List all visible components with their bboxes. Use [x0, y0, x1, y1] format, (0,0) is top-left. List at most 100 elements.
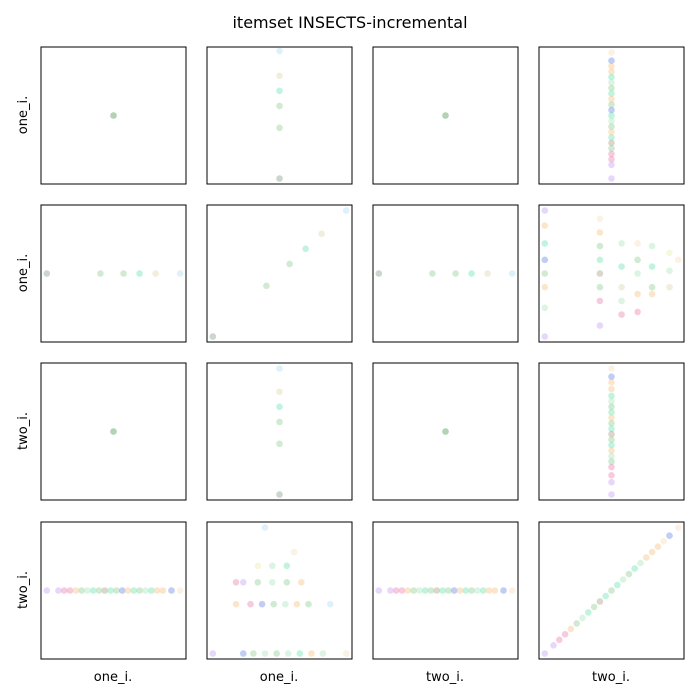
data-point	[78, 587, 85, 594]
data-point	[648, 290, 656, 298]
data-point	[608, 49, 615, 56]
data-point	[276, 175, 283, 182]
data-point	[147, 587, 155, 594]
data-point	[342, 650, 350, 657]
data-point	[602, 592, 609, 600]
panel-frame	[206, 46, 353, 185]
data-point	[442, 428, 449, 435]
data-point	[500, 587, 507, 594]
data-point	[556, 636, 563, 644]
data-point	[608, 175, 615, 182]
data-point	[608, 106, 615, 114]
data-point	[596, 598, 604, 605]
data-point	[608, 156, 615, 163]
data-point	[579, 614, 586, 622]
data-point	[209, 333, 217, 340]
data-point	[550, 642, 557, 649]
data-point	[159, 587, 167, 594]
data-point	[596, 215, 604, 222]
panel-frame	[372, 204, 519, 343]
data-point	[608, 414, 615, 422]
data-point	[596, 283, 604, 291]
col-label-2: one_i.	[260, 670, 298, 685]
data-point	[232, 600, 240, 608]
data-point	[72, 587, 80, 594]
data-point	[142, 587, 149, 594]
data-point	[107, 587, 114, 594]
data-point	[541, 256, 549, 264]
data-point	[254, 562, 262, 570]
data-point	[136, 270, 143, 277]
data-point	[250, 650, 257, 657]
data-point	[608, 378, 615, 386]
panel-frame	[206, 521, 353, 660]
data-point	[66, 587, 74, 594]
data-point	[508, 270, 516, 277]
chart-title: itemset INSECTS-incremental	[232, 13, 467, 32]
data-point	[608, 385, 615, 393]
data-point	[608, 452, 615, 460]
panel-r3-c2	[206, 362, 353, 501]
data-point	[608, 134, 615, 141]
data-point	[567, 625, 575, 633]
panel-frame	[372, 46, 519, 185]
data-point	[286, 260, 293, 268]
data-point	[541, 270, 549, 277]
data-point	[674, 524, 682, 531]
data-point	[276, 491, 283, 498]
data-point	[596, 229, 604, 236]
data-point	[596, 256, 604, 264]
data-point	[209, 650, 217, 657]
data-point	[261, 650, 269, 657]
data-point	[608, 79, 615, 86]
data-point	[618, 263, 625, 270]
data-point	[634, 290, 641, 298]
panel-frame	[538, 521, 685, 660]
data-point	[276, 47, 283, 55]
data-point	[573, 620, 580, 627]
data-point	[618, 283, 625, 291]
data-point	[452, 270, 459, 277]
data-point	[276, 102, 283, 110]
data-point	[270, 600, 278, 608]
data-point	[445, 587, 452, 594]
data-point	[508, 587, 516, 594]
data-point	[404, 587, 412, 594]
data-point	[153, 587, 161, 594]
data-point	[608, 420, 615, 427]
data-point	[648, 548, 656, 556]
panel-r4-c1	[40, 521, 187, 660]
data-point	[648, 242, 656, 250]
data-point	[608, 73, 615, 81]
panel-r4-c4	[538, 521, 685, 660]
data-point	[608, 68, 615, 75]
data-point	[284, 650, 292, 657]
row-label-3: two_i.	[16, 412, 31, 450]
data-point	[283, 579, 291, 586]
data-point	[95, 587, 103, 594]
data-point	[608, 398, 615, 405]
data-point	[101, 587, 109, 594]
data-point	[608, 365, 615, 372]
panel-r3-c4	[538, 362, 685, 501]
data-point	[60, 587, 68, 594]
data-point	[296, 650, 304, 657]
panel-r1-c1	[40, 46, 187, 185]
data-point	[485, 587, 493, 594]
col-label-3: two_i.	[426, 670, 464, 685]
panel-frame	[538, 204, 685, 343]
panel-r4-c3	[372, 521, 519, 660]
data-point	[375, 587, 383, 594]
data-point	[608, 472, 615, 479]
data-point	[608, 101, 615, 108]
data-point	[541, 207, 549, 214]
data-point	[618, 297, 625, 305]
data-point	[308, 650, 315, 657]
data-point	[269, 579, 276, 586]
data-point	[541, 333, 549, 340]
data-point	[254, 579, 262, 586]
data-point	[318, 230, 325, 238]
data-point	[608, 95, 615, 103]
data-point	[608, 478, 615, 486]
